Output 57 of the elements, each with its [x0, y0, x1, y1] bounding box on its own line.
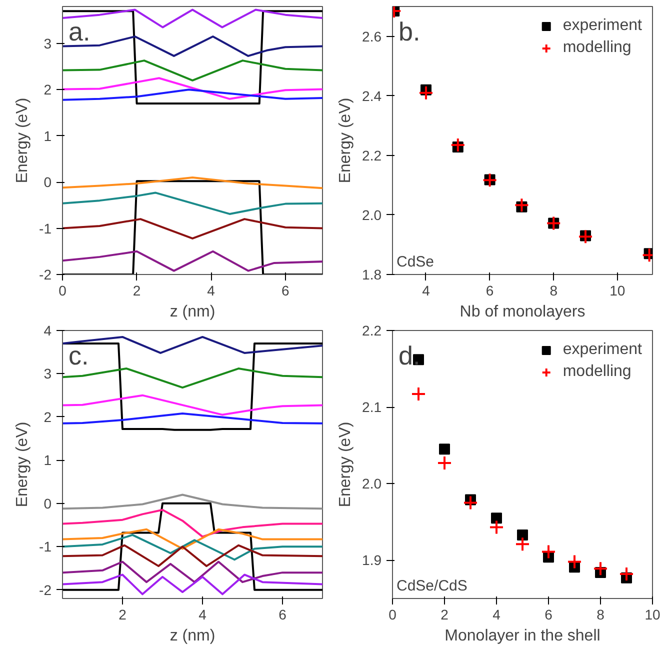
y-tick-label: 2.0: [362, 206, 382, 223]
legend-label: experiment: [562, 341, 642, 359]
annotation: d.: [398, 340, 420, 370]
y-tick-label: 2.2: [362, 322, 382, 338]
x-tick-label: 6: [281, 282, 290, 298]
y-tick-label: -1: [39, 220, 52, 236]
y-axis-title: Energy (eV): [337, 98, 354, 184]
y-tick-label: 2.4: [362, 88, 382, 104]
x-tick-label: 10: [610, 282, 626, 298]
y-tick-label: 2: [44, 82, 52, 98]
x-tick-label: 4: [207, 282, 216, 298]
y-tick-label: 0: [44, 174, 52, 190]
legend-label: experiment: [562, 17, 642, 35]
y-axis-title: Energy (eV): [14, 422, 32, 508]
y-tick-label: 1.8: [362, 266, 382, 282]
y-tick-label: 0: [44, 495, 52, 512]
y-tick-label: -1: [39, 538, 52, 555]
annotation: CdSe/CdS: [396, 578, 468, 594]
x-axis-title: z (nm): [170, 304, 216, 320]
annotation: a.: [68, 16, 90, 46]
x-tick-label: 2: [440, 606, 449, 622]
annotation: CdSe: [396, 254, 434, 270]
annotation: c.: [68, 340, 89, 370]
legend-label: modelling: [562, 363, 632, 381]
x-tick-label: 6: [486, 282, 494, 298]
x-tick-label: 2: [132, 282, 141, 298]
y-tick-label: 3: [44, 35, 52, 52]
x-tick-label: 8: [596, 606, 605, 622]
x-tick-label: 0: [58, 282, 67, 298]
y-tick-label: 4: [44, 322, 52, 338]
y-tick-label: -2: [39, 582, 52, 598]
y-tick-label: 2.2: [362, 147, 382, 164]
x-tick-label: 4: [422, 282, 430, 298]
x-tick-label: 4: [198, 606, 207, 622]
y-tick-label: 3: [44, 366, 52, 382]
x-tick-label: 6: [278, 606, 287, 622]
y-tick-label: 1: [44, 452, 52, 468]
x-tick-label: 4: [492, 606, 501, 622]
x-tick-label: 8: [550, 282, 558, 298]
y-tick-label: 1.9: [362, 552, 382, 568]
y-tick-label: 2.6: [362, 28, 382, 44]
x-tick-label: 0: [388, 606, 397, 622]
y-axis-title: Energy (eV): [337, 422, 354, 508]
y-tick-label: 2: [44, 408, 52, 425]
x-axis-title: Nb of monolayers: [460, 304, 586, 320]
legend-label: modelling: [562, 39, 632, 57]
annotation: b.: [398, 16, 420, 46]
y-axis-title: Energy (eV): [14, 98, 32, 184]
y-tick-label: 1: [44, 128, 52, 144]
x-tick-label: 10: [644, 606, 660, 622]
y-tick-label: 2.1: [362, 399, 382, 416]
x-tick-label: 2: [118, 606, 127, 622]
y-tick-label: -2: [39, 266, 52, 282]
y-tick-label: 2.0: [362, 476, 382, 492]
x-axis-title: z (nm): [170, 628, 216, 644]
x-axis-title: Monolayer in the shell: [444, 628, 600, 644]
x-tick-label: 6: [544, 606, 553, 622]
